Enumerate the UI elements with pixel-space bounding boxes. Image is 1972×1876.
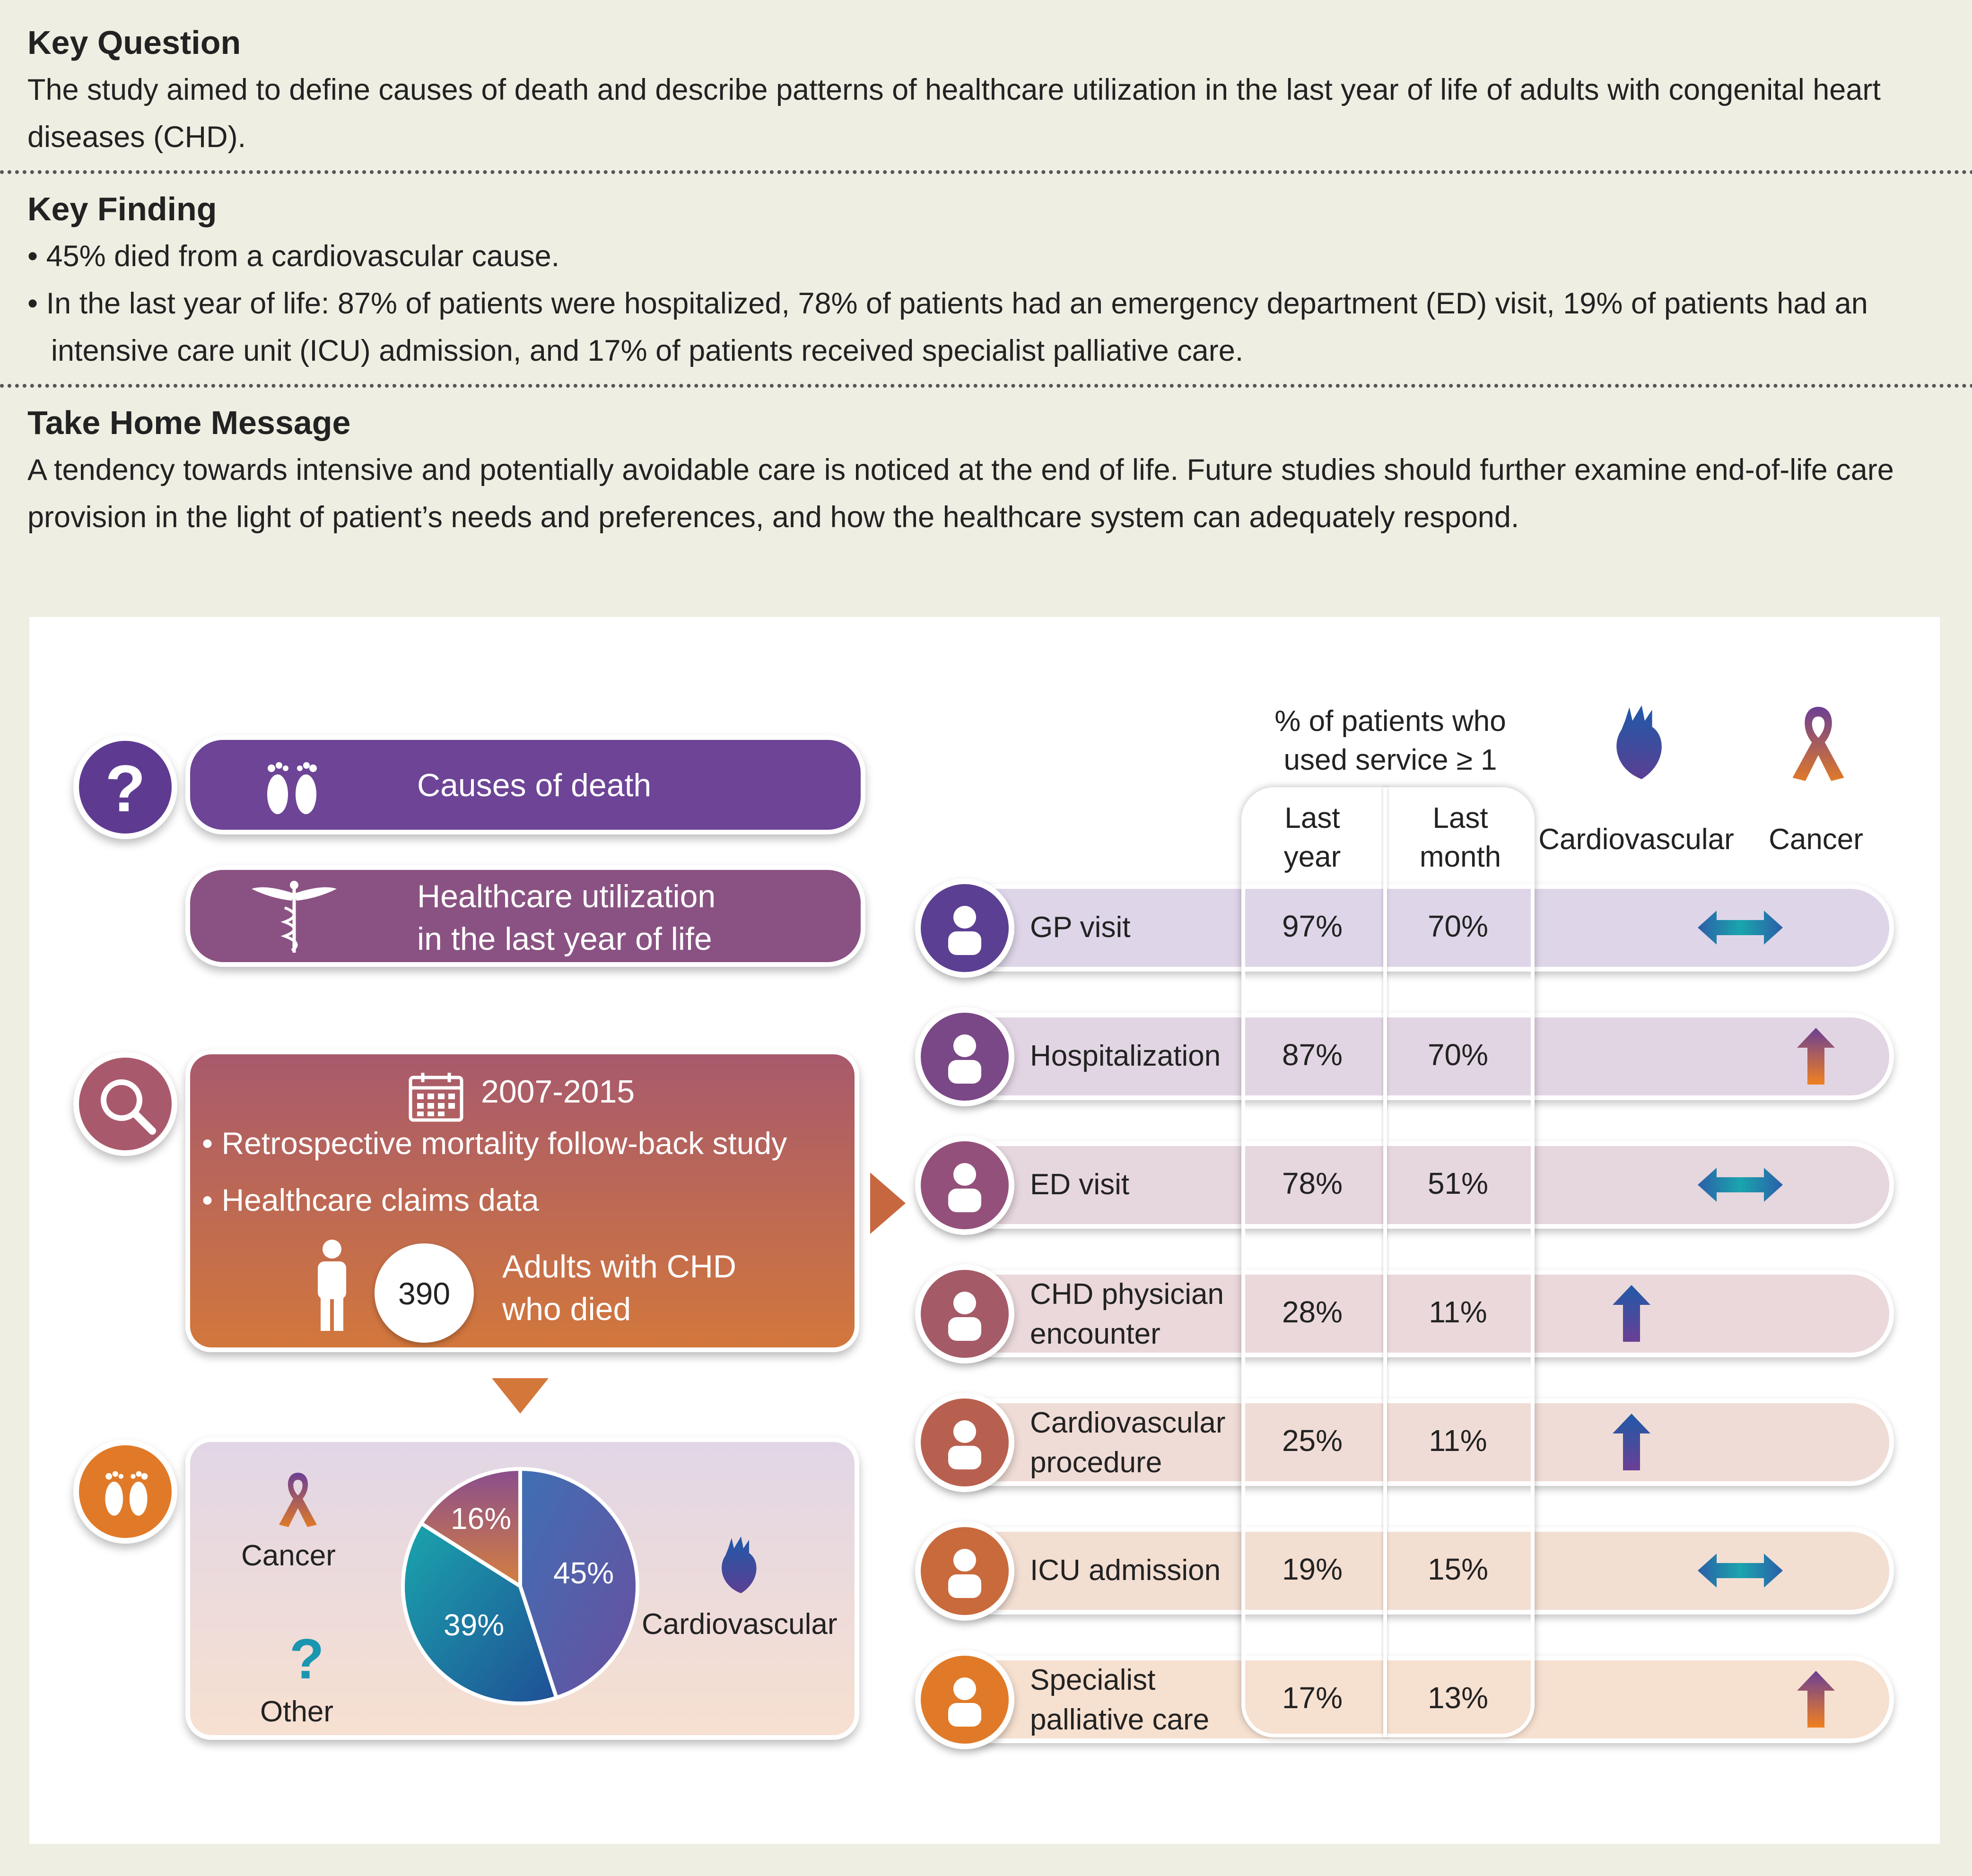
cancer-equal-arrow-icon (1698, 1552, 1783, 1592)
last-month-value: 70% (1427, 909, 1489, 943)
summary-section: Key Question The study aimed to define c… (0, 19, 1972, 541)
pie-other-label: Other (260, 1695, 334, 1728)
footprints-icon (267, 762, 317, 814)
last-year-value: 28% (1282, 1295, 1343, 1329)
calendar-icon (409, 1073, 463, 1122)
divider (0, 384, 1972, 388)
methods-box: 2007-2015 • Retrospective mortality foll… (185, 1050, 859, 1352)
last-year-value: 19% (1282, 1552, 1343, 1586)
healthcare-utilization-pill: Healthcare utilization in the last year … (185, 865, 865, 967)
last-month-value: 70% (1427, 1038, 1489, 1072)
caduceus-icon (252, 881, 337, 953)
row-label: CHD physician encounter (1030, 1278, 1224, 1350)
cancer-up-arrow-icon (1797, 1028, 1835, 1087)
pie-slice-cancer (419, 1467, 522, 1590)
method-retrospective: • Retrospective mortality follow-back st… (202, 1126, 787, 1161)
pie-label-other: 39% (444, 1608, 505, 1642)
patient-count: 390 (398, 1276, 451, 1311)
row-label: ED visit (1030, 1168, 1130, 1201)
count-label-2: who died (502, 1291, 631, 1327)
hospital-bed-icon (915, 1007, 1014, 1106)
pie-slice-cardiovascular (518, 1467, 639, 1700)
search-circle (73, 1052, 177, 1156)
col-cancer: Cancer (1769, 823, 1863, 856)
last-month-value: 51% (1427, 1166, 1489, 1200)
column-divider (1383, 787, 1387, 1737)
pie-slice-other (401, 1520, 559, 1705)
last-year-value: 17% (1282, 1681, 1343, 1715)
other-question-icon: ? (289, 1627, 324, 1691)
table-header-line1: % of patients who (1274, 705, 1506, 738)
heart-organ-icon (915, 1393, 1014, 1492)
doctor-icon (915, 878, 1014, 978)
cardio-up-arrow-icon (1613, 1285, 1650, 1344)
question-circle: ? (73, 735, 177, 839)
cancer-ribbon-icon (1792, 707, 1844, 781)
key-finding-bullet: • In the last year of life: 87% of patie… (27, 287, 1868, 367)
physician-icon (915, 1264, 1014, 1364)
causes-of-death-label: Causes of death (417, 767, 652, 803)
row-label: Cardiovascular procedure (1030, 1407, 1226, 1479)
pie-cancer-label: Cancer (241, 1539, 336, 1572)
cancer-equal-arrow-icon (1698, 909, 1783, 949)
last-year-value: 97% (1282, 909, 1343, 943)
heart-icon (1616, 705, 1662, 779)
key-question-heading: Key Question (27, 24, 241, 61)
table-row (920, 1013, 1894, 1100)
right-triangle-icon (870, 1172, 906, 1234)
causes-of-death-pill: Causes of death (185, 735, 865, 834)
healthcare-label-1: Healthcare utilization (417, 878, 716, 914)
last-month-value: 11% (1429, 1295, 1487, 1329)
search-icon (101, 1079, 156, 1135)
heart-icon (722, 1537, 757, 1593)
footprints-icon (105, 1471, 148, 1516)
healthcare-label-2: in the last year of life (417, 921, 712, 957)
method-claims: • Healthcare claims data (202, 1182, 539, 1217)
key-question-text: The study aimed to define causes of deat… (27, 73, 1881, 154)
causes-pie-chart (401, 1467, 639, 1705)
key-finding-bullet: • 45% died from a cardiovascular cause. (27, 240, 560, 273)
col-last-year: Last year (1283, 802, 1341, 873)
pie-label-cardiovascular: 45% (553, 1556, 614, 1590)
row-label: GP visit (1030, 911, 1131, 944)
take-home-heading: Take Home Message (27, 404, 351, 441)
last-year-value: 25% (1282, 1424, 1343, 1458)
key-finding-heading: Key Finding (27, 191, 217, 227)
row-label: Hospitalization (1030, 1040, 1221, 1072)
pie-label-cancer: 16% (451, 1502, 512, 1536)
last-month-value: 15% (1427, 1552, 1489, 1586)
cancer-up-arrow-icon (1797, 1671, 1835, 1730)
last-month-value: 11% (1429, 1424, 1487, 1458)
patient-count-circle: 390 (375, 1243, 474, 1343)
down-triangle-icon (492, 1378, 549, 1414)
col-cardiovascular: Cardiovascular (1538, 823, 1734, 856)
icu-bed-icon (915, 1521, 1014, 1621)
divider (0, 170, 1972, 174)
palliative-care-icon (915, 1650, 1014, 1749)
table-row (920, 1270, 1894, 1357)
table-header-line2: used service ≥ 1 (1283, 744, 1497, 776)
row-label: ICU admission (1030, 1554, 1221, 1587)
ambulance-icon (915, 1136, 1014, 1235)
last-year-value: 78% (1282, 1166, 1343, 1200)
take-home-text: A tendency towards intensive and potenti… (27, 453, 1894, 534)
study-years: 2007-2015 (481, 1074, 635, 1110)
cardio-up-arrow-icon (1613, 1414, 1650, 1473)
person-icon (318, 1240, 346, 1331)
count-label-1: Adults with CHD (502, 1249, 737, 1285)
cancer-ribbon-icon (279, 1473, 317, 1527)
col-last-month: Last month (1419, 802, 1501, 873)
row-label: Specialist palliative care (1030, 1664, 1210, 1736)
last-month-value: 13% (1427, 1681, 1489, 1715)
last-year-value: 87% (1282, 1038, 1343, 1072)
question-mark-icon: ? (105, 751, 146, 825)
footprints-circle (73, 1440, 177, 1544)
table-row (920, 1656, 1894, 1743)
pie-cardiovascular-label: Cardiovascular (642, 1608, 838, 1641)
cancer-equal-arrow-icon (1698, 1166, 1783, 1206)
